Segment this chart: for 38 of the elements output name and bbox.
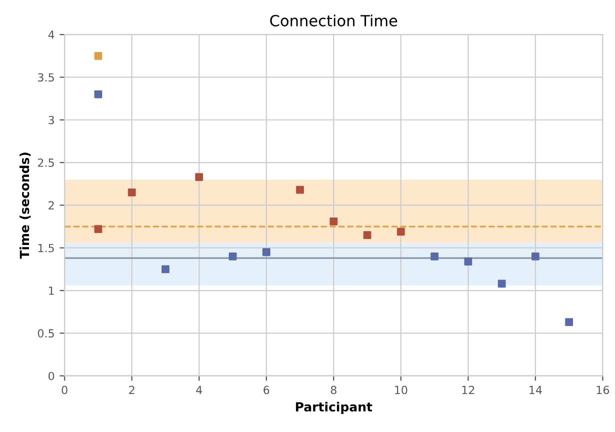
x-tick-label: 8: [330, 386, 336, 394]
x-tick-label: 16: [596, 386, 610, 394]
x-axis-title: Participant: [296, 402, 372, 414]
point: [498, 280, 506, 288]
point: [464, 258, 472, 266]
y-tick-label: 2: [48, 201, 54, 210]
x-tick-label: 12: [462, 386, 474, 394]
x-tick-label: 6: [264, 386, 270, 394]
y-tick-label: 4: [48, 30, 54, 39]
y-tick-label: 3: [48, 116, 54, 124]
y-tick-label: 2.5: [38, 158, 54, 167]
y-tick-label: 0: [48, 372, 54, 380]
point: [128, 188, 136, 196]
x-tick-label: 14: [530, 386, 542, 394]
y-tick-label: 3.5: [38, 73, 54, 82]
point: [228, 252, 237, 260]
x-tick-label: 4: [196, 386, 202, 394]
y-tick-label: 1.5: [38, 244, 54, 252]
y-tick-label: 1: [49, 286, 54, 295]
point: [330, 217, 338, 226]
point: [396, 228, 405, 236]
x-tick-label: 0: [62, 386, 68, 394]
point: [296, 186, 304, 194]
x-tick-label: 10: [395, 386, 408, 394]
point: [363, 231, 372, 240]
point: [262, 248, 270, 256]
point: [531, 252, 540, 260]
point: [195, 173, 204, 181]
point: [565, 318, 574, 326]
point: [430, 252, 438, 260]
point: [94, 225, 102, 234]
chart-title: Connection Time: [270, 14, 398, 26]
y-axis-title: Time (seconds): [20, 152, 31, 259]
y-tick-label: 0.5: [38, 329, 54, 338]
point: [94, 52, 102, 60]
point: [162, 265, 170, 274]
point: [94, 90, 102, 98]
x-tick-label: 2: [129, 386, 134, 394]
